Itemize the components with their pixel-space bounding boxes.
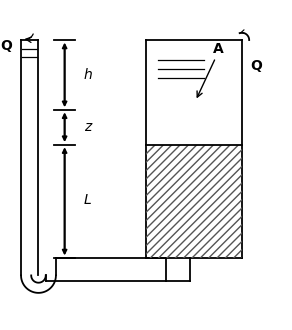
Text: z: z bbox=[84, 120, 91, 134]
Text: h: h bbox=[84, 68, 92, 82]
Text: L: L bbox=[84, 193, 92, 207]
Text: A: A bbox=[213, 42, 224, 56]
Text: Q: Q bbox=[251, 59, 263, 73]
Text: Q: Q bbox=[1, 39, 13, 53]
Bar bbox=[146, 145, 242, 258]
